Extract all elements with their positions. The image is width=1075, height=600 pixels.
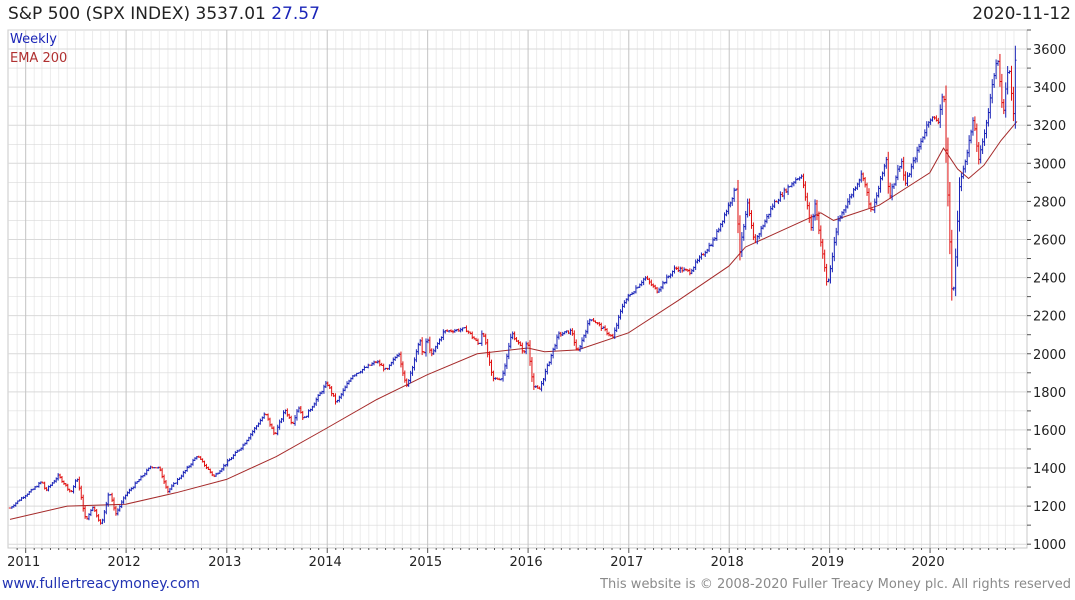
legend-weekly: Weekly <box>10 32 57 47</box>
y-axis: 1000 1200 1400 1600 1800 2000 2200 2400 2600 2800… <box>1027 29 1066 553</box>
y-tick-label: 3400 <box>1033 81 1066 96</box>
y-tick-label: 1400 <box>1033 462 1066 477</box>
legend-ema: EMA 200 <box>10 51 68 66</box>
price-change: 27.57 <box>271 4 320 24</box>
x-tick-label: 2019 <box>811 555 844 570</box>
major-grid <box>8 29 1027 548</box>
x-tick-label: 2011 <box>7 555 40 570</box>
x-tick-label: 2012 <box>108 555 141 570</box>
x-axis: 2011 2012 2013 2014 2015 2016 2017 2018 2019 2020 <box>7 548 1015 570</box>
chart-title: S&P 500 (SPX INDEX) 3537.01 27.57 <box>8 4 320 24</box>
y-tick-label: 1200 <box>1033 500 1066 515</box>
website-link[interactable]: www.fullertreacymoney.com <box>2 576 200 592</box>
ema-200-line <box>9 121 1018 520</box>
y-tick-label: 3200 <box>1033 119 1066 134</box>
y-tick-label: 2000 <box>1033 348 1066 363</box>
x-tick-label: 2017 <box>610 555 643 570</box>
y-tick-label: 2800 <box>1033 195 1066 210</box>
chart-date: 2020-11-12 <box>972 4 1071 24</box>
x-tick-label: 2014 <box>309 555 342 570</box>
x-tick-label: 2016 <box>510 555 543 570</box>
copyright-text: This website is © 2008-2020 Fuller Treac… <box>600 577 1071 592</box>
minor-grid <box>16 30 1015 548</box>
y-tick-label: 3000 <box>1033 157 1066 172</box>
y-tick-label: 1600 <box>1033 424 1066 439</box>
x-tick-label: 2018 <box>711 555 744 570</box>
price-bars <box>8 45 1017 525</box>
x-tick-label: 2013 <box>208 555 241 570</box>
y-tick-label: 1000 <box>1033 538 1066 553</box>
title-text: S&P 500 (SPX INDEX) 3537.01 <box>8 4 266 24</box>
y-tick-label: 1800 <box>1033 386 1066 401</box>
plot-frame <box>7 29 1028 549</box>
x-tick-label: 2015 <box>409 555 442 570</box>
x-tick-label: 2020 <box>912 555 945 570</box>
y-tick-label: 2400 <box>1033 272 1066 287</box>
ema-layer <box>9 121 1018 520</box>
y-tick-label: 3600 <box>1033 43 1066 58</box>
y-tick-label: 2600 <box>1033 233 1066 248</box>
y-tick-label: 2200 <box>1033 310 1066 325</box>
